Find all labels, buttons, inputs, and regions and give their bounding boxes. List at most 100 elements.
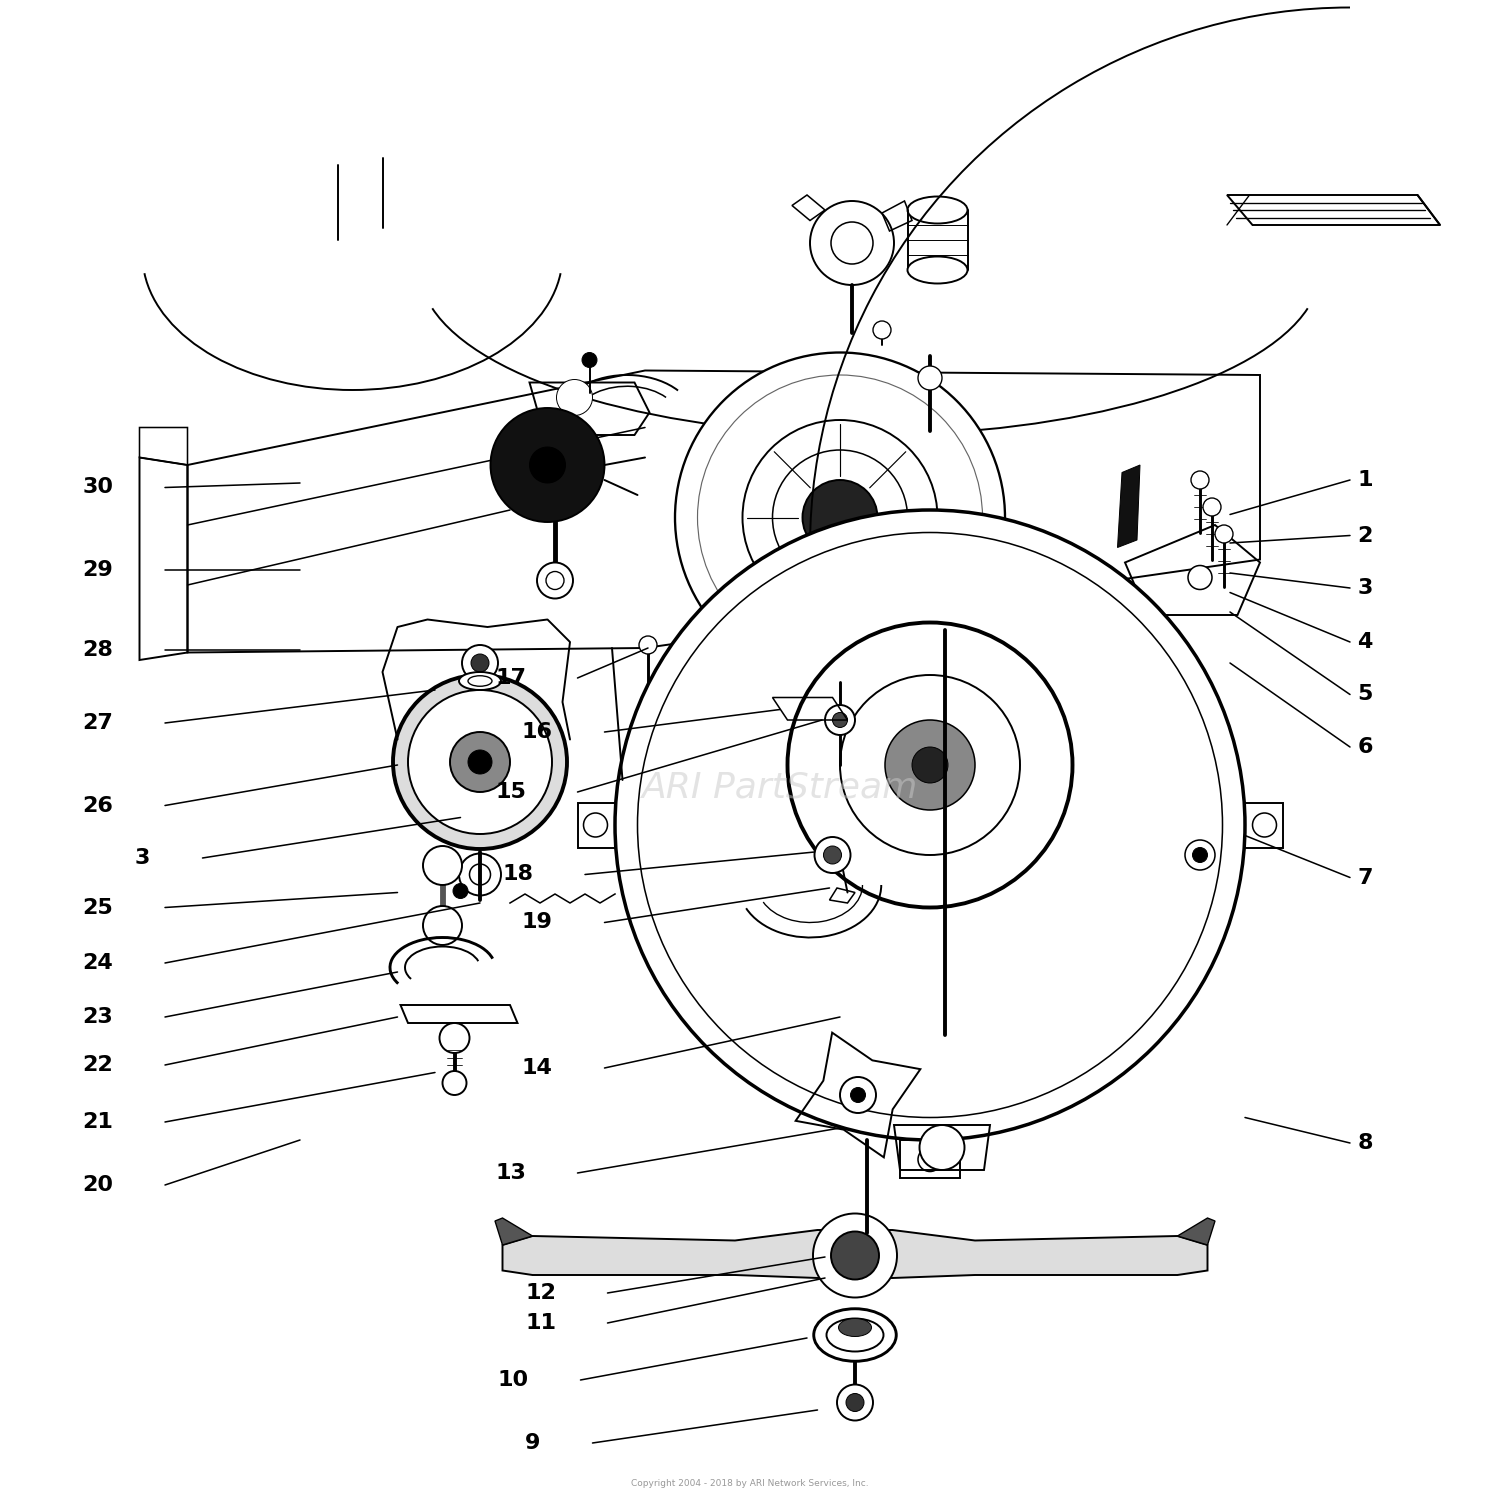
Polygon shape xyxy=(495,1218,532,1245)
Text: 10: 10 xyxy=(498,1370,530,1390)
Text: 27: 27 xyxy=(82,712,114,734)
Circle shape xyxy=(825,705,855,735)
Circle shape xyxy=(638,532,1222,1118)
Circle shape xyxy=(840,1077,876,1113)
Circle shape xyxy=(470,864,490,885)
Circle shape xyxy=(918,1148,942,1172)
Circle shape xyxy=(584,813,608,837)
Text: 2: 2 xyxy=(1358,525,1372,546)
Circle shape xyxy=(1185,840,1215,870)
Circle shape xyxy=(462,645,498,681)
Text: 28: 28 xyxy=(82,639,114,660)
Circle shape xyxy=(1191,471,1209,489)
Text: 7: 7 xyxy=(1358,867,1372,888)
Circle shape xyxy=(1188,566,1212,590)
Circle shape xyxy=(582,352,597,368)
Circle shape xyxy=(1252,813,1276,837)
Text: 21: 21 xyxy=(82,1112,114,1132)
Text: 12: 12 xyxy=(525,1282,556,1304)
Text: 18: 18 xyxy=(503,864,534,885)
Text: 15: 15 xyxy=(495,782,526,802)
Circle shape xyxy=(831,222,873,264)
Circle shape xyxy=(837,1384,873,1420)
Circle shape xyxy=(873,321,891,339)
Circle shape xyxy=(468,750,492,774)
Text: 13: 13 xyxy=(495,1162,526,1184)
Polygon shape xyxy=(1178,1218,1215,1245)
Text: 6: 6 xyxy=(1358,736,1372,758)
Circle shape xyxy=(442,1071,466,1095)
Circle shape xyxy=(813,1214,897,1298)
Text: 17: 17 xyxy=(495,668,526,688)
Circle shape xyxy=(1203,498,1221,516)
Text: 22: 22 xyxy=(82,1054,114,1076)
Circle shape xyxy=(772,450,908,585)
Circle shape xyxy=(639,636,657,654)
Circle shape xyxy=(453,884,468,898)
Circle shape xyxy=(840,675,1020,855)
Circle shape xyxy=(885,720,975,810)
Circle shape xyxy=(423,906,462,945)
Circle shape xyxy=(490,408,604,522)
Circle shape xyxy=(471,654,489,672)
Ellipse shape xyxy=(908,196,968,223)
Text: 20: 20 xyxy=(82,1174,114,1196)
Ellipse shape xyxy=(827,1318,884,1352)
Circle shape xyxy=(1215,525,1233,543)
Circle shape xyxy=(615,510,1245,1140)
Ellipse shape xyxy=(839,1318,872,1336)
Ellipse shape xyxy=(908,256,968,284)
Circle shape xyxy=(546,572,564,590)
Text: 25: 25 xyxy=(82,897,114,918)
Circle shape xyxy=(912,747,948,783)
Ellipse shape xyxy=(459,672,501,690)
Text: 30: 30 xyxy=(82,477,114,498)
Circle shape xyxy=(815,837,850,873)
Text: 3: 3 xyxy=(135,847,150,868)
Text: 4: 4 xyxy=(1358,632,1372,652)
Circle shape xyxy=(831,1232,879,1280)
Circle shape xyxy=(566,388,584,406)
Circle shape xyxy=(788,622,1072,908)
Circle shape xyxy=(556,380,592,416)
Circle shape xyxy=(459,853,501,895)
Text: 3: 3 xyxy=(1358,578,1372,598)
Circle shape xyxy=(450,732,510,792)
Circle shape xyxy=(698,375,982,660)
Circle shape xyxy=(824,846,842,864)
Circle shape xyxy=(1192,847,1208,862)
Polygon shape xyxy=(1118,465,1140,548)
Circle shape xyxy=(440,1023,470,1053)
Ellipse shape xyxy=(813,1308,897,1362)
Text: Copyright 2004 - 2018 by ARI Network Services, Inc.: Copyright 2004 - 2018 by ARI Network Ser… xyxy=(632,1479,868,1488)
Circle shape xyxy=(810,201,894,285)
Text: 16: 16 xyxy=(522,722,554,742)
Text: ARI PartStream: ARI PartStream xyxy=(642,771,918,804)
Text: 1: 1 xyxy=(1358,470,1372,490)
Circle shape xyxy=(742,420,938,615)
Circle shape xyxy=(537,562,573,598)
Text: 8: 8 xyxy=(1358,1132,1372,1154)
Circle shape xyxy=(920,1125,964,1170)
Text: 14: 14 xyxy=(522,1058,554,1078)
Polygon shape xyxy=(503,1230,1208,1278)
Text: 19: 19 xyxy=(522,912,554,933)
Text: 29: 29 xyxy=(82,560,114,580)
Text: 23: 23 xyxy=(82,1007,114,1028)
Circle shape xyxy=(833,712,848,728)
Text: 5: 5 xyxy=(1358,684,1372,705)
Text: 24: 24 xyxy=(82,952,114,974)
Text: 9: 9 xyxy=(525,1432,540,1454)
Circle shape xyxy=(675,352,1005,682)
Ellipse shape xyxy=(468,675,492,687)
Circle shape xyxy=(530,447,566,483)
Circle shape xyxy=(850,1088,865,1102)
Circle shape xyxy=(846,1394,864,1411)
Circle shape xyxy=(802,480,877,555)
Text: 11: 11 xyxy=(525,1312,556,1334)
Text: 26: 26 xyxy=(82,795,114,816)
Circle shape xyxy=(408,690,552,834)
Circle shape xyxy=(423,846,462,885)
Circle shape xyxy=(393,675,567,849)
Circle shape xyxy=(918,366,942,390)
